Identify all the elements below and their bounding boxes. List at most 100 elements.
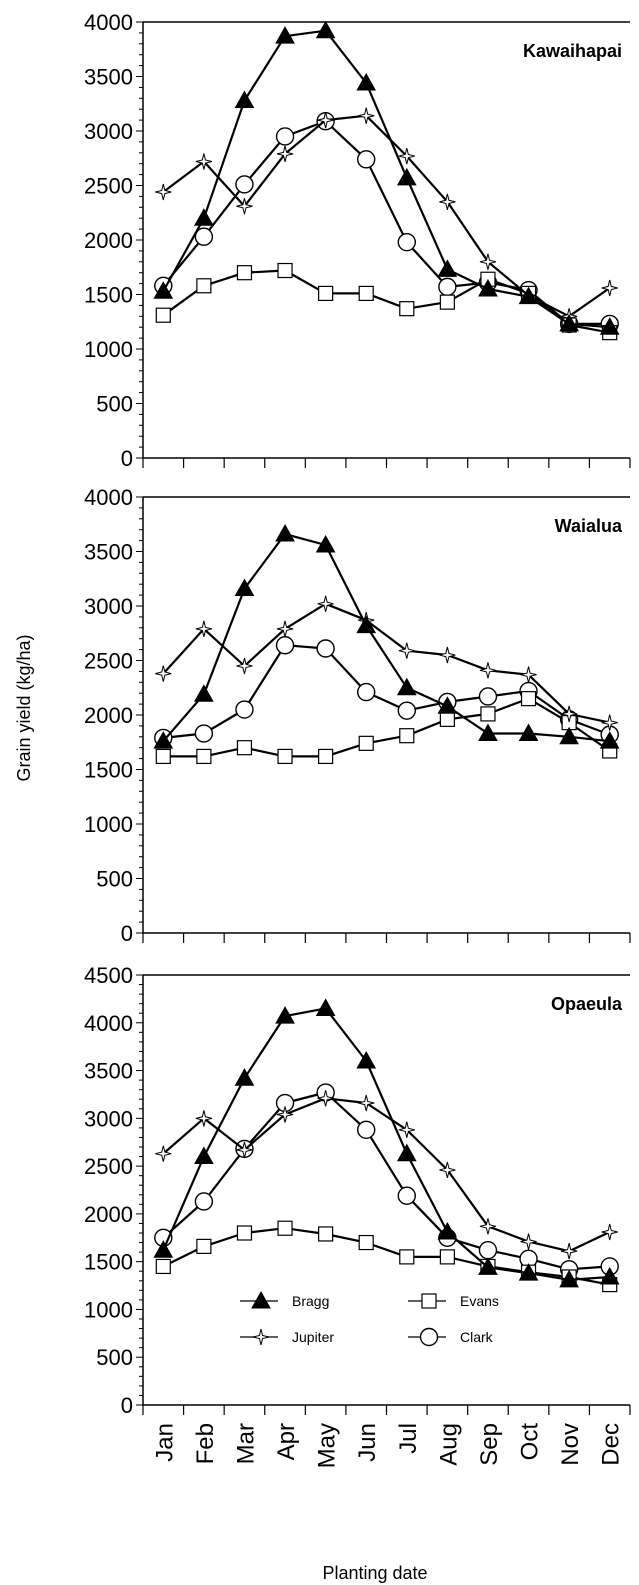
x-tick-label: Sep [476,1423,503,1466]
point-jupiter-1 [195,1110,212,1127]
series-bragg [153,524,620,749]
point-bragg-11 [599,1266,620,1285]
point-evans-8 [480,706,496,722]
point-evans-7 [439,294,455,310]
point-evans-0 [155,1258,171,1275]
panel-title: Waialua [555,516,623,536]
point-evans-7 [439,711,455,727]
y-tick-label: 4000 [84,10,133,35]
point-jupiter-11 [601,1223,618,1241]
point-evans-1 [196,748,212,765]
point-jupiter-10 [561,1243,578,1260]
panel-opaeula: 0 500 1000 1500 2000 2500 3000 3500 4000 4500 Opae… [84,963,631,1468]
x-tick-label: Oct [517,1423,544,1461]
x-tick-label: Apr [273,1423,300,1460]
series-evans [155,262,618,341]
point-clark-2 [235,700,254,719]
point-jupiter-3 [276,145,294,163]
y-tick-label: 2500 [84,174,133,199]
point-evans-2 [236,1225,253,1241]
point-bragg-11 [599,317,620,335]
point-evans-4 [318,285,334,302]
panel-title: Kawaihapai [523,41,622,61]
x-tick-label: Dec [598,1423,625,1466]
point-jupiter-0 [155,183,172,201]
point-evans-6 [399,728,415,744]
y-tick-label: 3000 [84,1106,133,1131]
y-tick-label: 0 [121,446,133,471]
y-tick-label: 1000 [84,1297,133,1322]
point-jupiter-2 [236,198,253,215]
point-clark-1 [194,1192,214,1211]
line-evans [163,697,611,758]
y-tick-label: 2000 [84,703,133,728]
point-bragg-3 [275,26,295,44]
legend-marker [421,1293,437,1309]
chart-panels: 0 500 1000 1500 2000 2500 3000 3500 4000 Kawaihap… [84,10,631,1468]
point-evans-3 [277,748,293,765]
point-clark-5 [357,682,376,702]
y-tick-label: 1500 [84,1250,133,1275]
point-clark-4 [316,639,335,658]
legend-label: Bragg [292,1293,329,1309]
x-tick-label: Aug [435,1423,462,1466]
point-bragg-11 [599,731,620,749]
point-bragg-4 [315,534,336,553]
point-jupiter-7 [439,646,456,664]
point-jupiter-4 [317,1090,334,1107]
point-bragg-2 [234,1068,255,1086]
point-jupiter-8 [479,662,497,679]
point-evans-3 [277,1220,293,1236]
y-tick-label: 4000 [84,485,133,510]
legend-marker [419,1327,439,1347]
legend-label: Jupiter [292,1329,334,1345]
line-bragg [162,532,610,743]
line-jupiter [162,602,610,724]
point-jupiter-0 [155,1145,172,1162]
series-clark [154,111,619,334]
x-tick-label: Jan [151,1423,178,1462]
point-bragg-1 [194,684,214,702]
point-bragg-5 [356,1050,377,1069]
point-jupiter-8 [479,1218,497,1235]
point-evans-1 [196,278,212,294]
y-axis-title: Grain yield (kg/ha) [14,634,34,781]
point-bragg-0 [153,731,174,749]
point-evans-0 [155,748,171,765]
point-jupiter-6 [398,642,415,659]
point-jupiter-0 [155,665,172,682]
x-tick-label: Nov [557,1423,584,1466]
y-tick-label: 1500 [84,283,133,308]
point-evans-4 [318,1226,334,1242]
point-jupiter-4 [317,111,334,129]
point-clark-8 [478,687,498,706]
point-clark-7 [438,277,457,297]
point-bragg-10 [559,726,579,745]
point-bragg-6 [396,677,417,696]
line-jupiter [162,1097,611,1253]
point-clark-6 [397,701,416,720]
y-tick-label: 3500 [84,1059,133,1084]
point-jupiter-7 [439,1161,456,1179]
point-jupiter-1 [195,153,212,170]
point-clark-2 [235,175,254,194]
series-clark [154,636,619,748]
point-clark-5 [357,150,376,169]
y-tick-label: 1500 [84,758,133,783]
point-jupiter-6 [398,1121,415,1138]
y-tick-label: 3000 [84,119,133,144]
point-bragg-8 [478,279,498,297]
y-tick-label: 2500 [84,1154,133,1179]
y-tick-label: 0 [121,921,133,946]
y-tick-label: 2500 [84,649,133,674]
point-jupiter-5 [358,1094,375,1112]
point-bragg-10 [559,313,579,332]
x-tick-label: Feb [192,1423,219,1464]
x-tick-label: May [314,1423,341,1468]
point-evans-6 [399,1249,415,1265]
legend-item-clark: Clark [408,1327,494,1347]
y-tick-label: 0 [121,1393,133,1418]
point-clark-5 [357,1120,376,1140]
point-bragg-10 [559,1269,579,1288]
y-tick-label: 2000 [84,1202,133,1227]
